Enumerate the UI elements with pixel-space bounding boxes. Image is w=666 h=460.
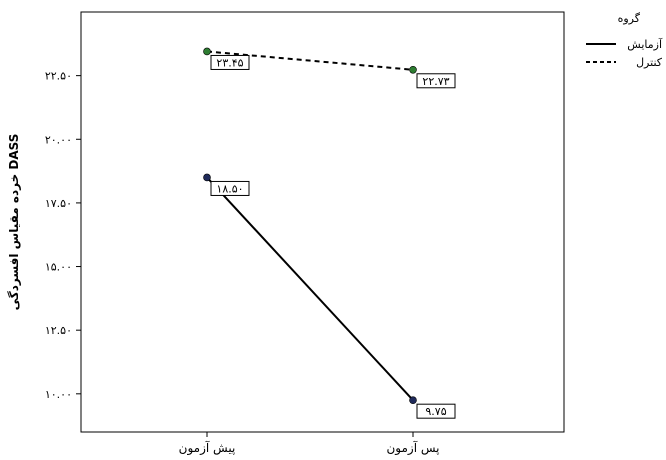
data-label-box <box>210 180 250 196</box>
y-tick-label: ۲۰.۰۰ <box>45 133 72 146</box>
legend-label-solid: آزمایش <box>627 37 663 51</box>
data-label-box <box>416 73 456 89</box>
legend: گروه آزمایش کنترل <box>586 12 663 69</box>
data-label: ۲۳.۴۵ <box>216 56 243 69</box>
data-point <box>409 396 417 404</box>
data-labels: ۱۸.۵۰ ۹.۷۵ ۲۳.۴۵ ۲۲.۷۳ <box>210 54 456 419</box>
y-axis: ۱۰.۰۰ ۱۲.۵۰ ۱۵.۰۰ ۱۷.۵۰ ۲۰.۰۰ ۲۲.۵۰ <box>45 70 81 401</box>
series-line-solid <box>206 176 414 401</box>
legend-item-dashed: کنترل <box>586 56 663 69</box>
data-label: ۱۸.۵۰ <box>216 182 243 195</box>
y-tick-label: ۱۷.۵۰ <box>45 197 72 210</box>
data-label: ۲۲.۷۳ <box>422 75 449 88</box>
legend-label-dashed: کنترل <box>636 56 663 69</box>
data-label-box <box>210 54 250 70</box>
x-tick-label: پس آزمون <box>386 440 439 456</box>
data-label: ۹.۷۵ <box>425 405 446 418</box>
series-line-dashed <box>206 50 414 71</box>
plot-frame <box>80 11 565 433</box>
series-layer <box>203 47 417 404</box>
y-tick-label: ۱۵.۰۰ <box>45 261 72 274</box>
data-point <box>203 173 211 182</box>
y-tick-label: ۱۰.۰۰ <box>45 388 72 401</box>
data-label-box <box>416 403 456 419</box>
x-axis: پیش آزمون پس آزمون <box>179 432 440 456</box>
legend-item-solid: آزمایش <box>586 37 663 51</box>
y-tick-label: ۱۲.۵۰ <box>45 324 72 337</box>
legend-title: گروه <box>618 12 641 25</box>
y-tick-label: ۲۲.۵۰ <box>45 70 72 83</box>
y-axis-title: خرده مقیاس افسردگی DASS <box>7 134 21 311</box>
x-tick-label: پیش آزمون <box>179 440 236 456</box>
data-point <box>203 47 211 56</box>
data-point <box>409 65 417 74</box>
